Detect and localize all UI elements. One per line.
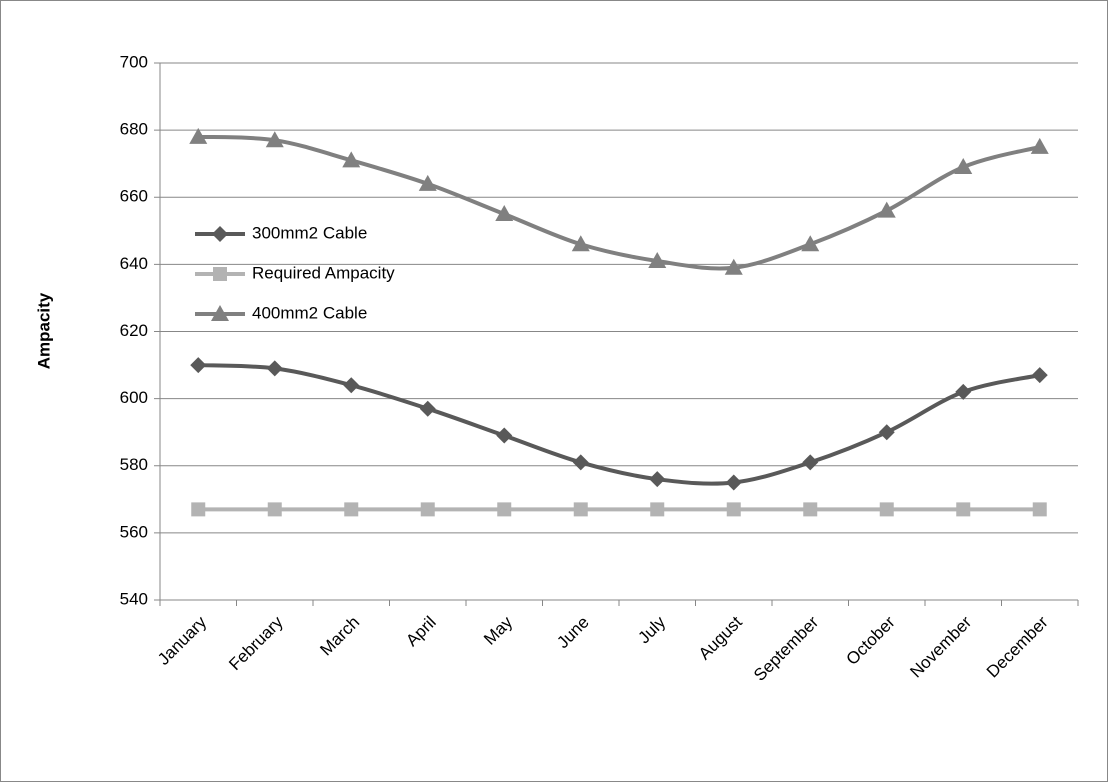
marker — [802, 454, 819, 471]
marker — [571, 235, 590, 252]
marker — [801, 235, 820, 252]
marker — [955, 383, 972, 400]
marker — [266, 360, 283, 377]
legend-marker — [212, 226, 228, 242]
marker — [495, 205, 514, 222]
y-tick-label: 680 — [120, 120, 148, 139]
marker — [418, 174, 437, 191]
marker — [189, 127, 208, 144]
legend-label: 300mm2 Cable — [252, 223, 367, 242]
marker — [572, 454, 589, 471]
marker — [956, 502, 971, 517]
y-tick-label: 580 — [120, 455, 148, 474]
marker — [879, 502, 894, 517]
marker — [726, 502, 741, 517]
y-tick-label: 560 — [120, 522, 148, 541]
y-tick-label: 640 — [120, 254, 148, 273]
marker — [649, 471, 666, 488]
marker — [803, 502, 818, 517]
marker — [1030, 137, 1049, 154]
marker — [724, 258, 743, 275]
marker — [650, 502, 665, 517]
y-tick-label: 600 — [120, 388, 148, 407]
marker — [497, 502, 512, 517]
y-tick-label: 620 — [120, 321, 148, 340]
marker — [954, 158, 973, 175]
marker — [878, 424, 895, 441]
marker — [191, 502, 206, 517]
marker — [265, 131, 284, 148]
marker — [648, 252, 667, 269]
marker — [1031, 367, 1048, 384]
marker — [343, 377, 360, 394]
marker — [344, 502, 359, 517]
legend-marker — [213, 267, 227, 281]
marker — [496, 427, 513, 444]
marker — [725, 474, 742, 491]
marker — [419, 400, 436, 417]
marker — [190, 357, 207, 374]
y-tick-label: 540 — [120, 589, 148, 608]
marker — [1032, 502, 1047, 517]
legend-marker — [211, 305, 229, 321]
marker — [342, 151, 361, 168]
marker — [877, 201, 896, 218]
marker — [573, 502, 588, 517]
y-tick-label: 660 — [120, 187, 148, 206]
marker — [267, 502, 282, 517]
legend-label: 400mm2 Cable — [252, 303, 367, 322]
y-axis-label: Ampacity — [34, 292, 53, 369]
marker — [420, 502, 435, 517]
y-tick-label: 700 — [120, 52, 148, 71]
legend-label: Required Ampacity — [252, 263, 395, 282]
